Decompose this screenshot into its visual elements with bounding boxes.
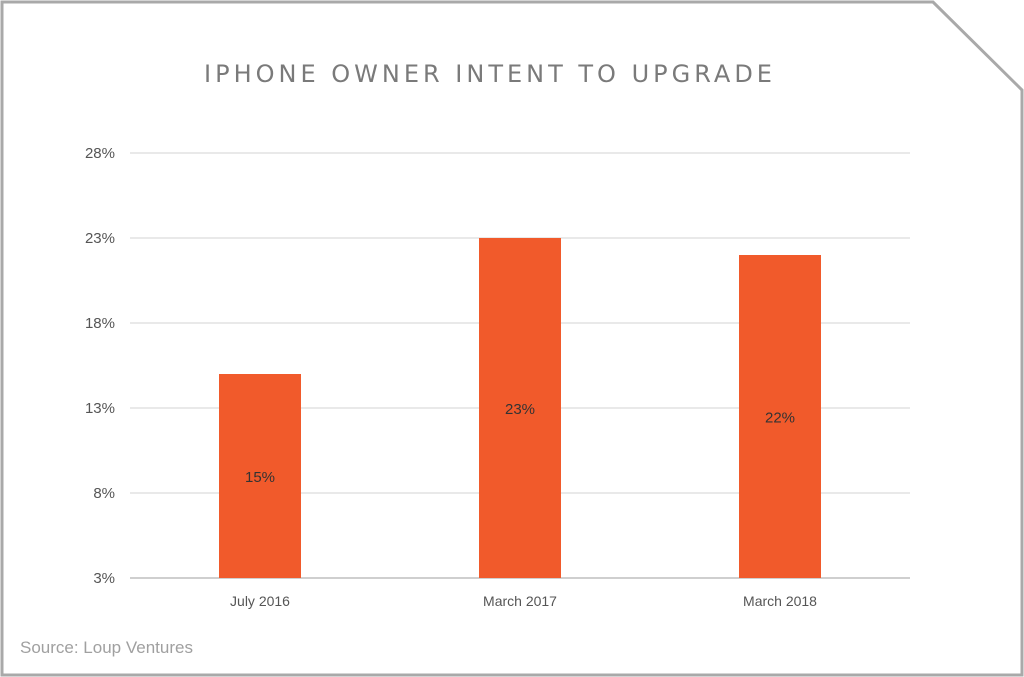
y-tick-label: 18%: [85, 315, 115, 332]
bar: [739, 255, 821, 578]
source-note: Source: Loup Ventures: [20, 638, 193, 657]
y-tick-label: 8%: [93, 485, 115, 502]
data-label: 22%: [765, 410, 795, 427]
bar: [479, 238, 561, 578]
y-tick-label: 13%: [85, 400, 115, 417]
y-tick-label: 23%: [85, 230, 115, 247]
x-tick-label: July 2016: [230, 593, 290, 609]
data-label: 15%: [245, 469, 275, 486]
chart-title: IPHONE OWNER INTENT TO UPGRADE: [204, 60, 776, 88]
y-tick-label: 28%: [85, 145, 115, 162]
bar: [219, 374, 301, 578]
x-tick-label: March 2017: [483, 593, 557, 609]
x-tick-label: March 2018: [743, 593, 817, 609]
data-label: 23%: [505, 401, 535, 418]
y-tick-label: 3%: [93, 570, 115, 587]
